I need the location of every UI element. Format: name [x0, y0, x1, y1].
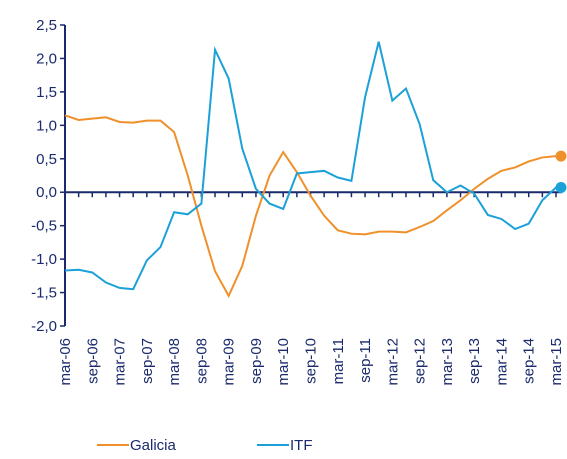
series-line [64, 41, 557, 291]
x-tick-label: sep-10 [303, 338, 320, 384]
x-tick-label: sep-14 [521, 338, 538, 384]
y-tick-label: -0,5 [31, 218, 57, 235]
y-tick-label: 1,0 [36, 117, 57, 134]
x-tick-label: mar-06 [57, 338, 74, 386]
y-tick-label: -1,0 [31, 251, 57, 268]
y-tick-label: 2,5 [36, 17, 57, 34]
y-tick-label: 1,5 [36, 84, 57, 101]
legend-label: ITF [290, 437, 313, 454]
x-tick-label: sep-09 [248, 338, 265, 384]
y-tick-label: -1,5 [31, 285, 57, 302]
x-tick-label: sep-06 [84, 338, 101, 384]
x-tick-label: sep-13 [466, 338, 483, 384]
x-tick-label: mar-13 [439, 338, 456, 386]
x-tick-label: sep-12 [412, 338, 429, 384]
x-tick-label: sep-11 [357, 338, 374, 383]
y-tick-label: -2,0 [31, 318, 57, 335]
y-tick-label: 2,0 [36, 50, 57, 67]
x-tick-label: mar-10 [275, 338, 292, 386]
x-tick-label: mar-08 [166, 338, 183, 386]
legend-label: Galicia [130, 437, 177, 454]
x-tick-label: mar-11 [330, 338, 347, 384]
x-tick-label: mar-15 [548, 338, 565, 386]
end-marker [555, 182, 567, 194]
x-tick-label: mar-09 [221, 338, 238, 386]
series-line [64, 114, 557, 299]
y-tick-label: 0,0 [36, 184, 57, 201]
x-tick-label: mar-07 [112, 338, 129, 386]
x-tick-label: sep-07 [139, 338, 156, 384]
x-tick-label: mar-14 [493, 338, 510, 386]
x-tick-label: sep-08 [193, 338, 210, 384]
y-tick-label: 0,5 [36, 151, 57, 168]
end-marker [555, 150, 567, 162]
x-tick-label: mar-12 [384, 338, 401, 386]
